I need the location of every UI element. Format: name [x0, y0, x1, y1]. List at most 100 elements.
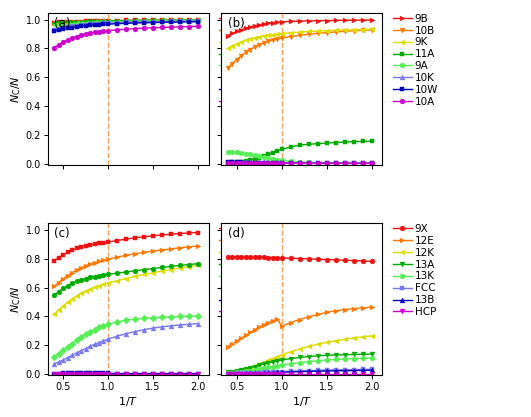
HCP [332, 371, 339, 376]
12B [82, 332, 89, 337]
12A [78, 371, 84, 376]
10A [265, 161, 271, 166]
8B [177, 18, 183, 23]
13B [296, 369, 303, 374]
9A [274, 157, 280, 162]
6A [114, 21, 120, 26]
8K [177, 24, 183, 29]
9B [341, 18, 348, 23]
7K [168, 18, 174, 23]
8A [55, 23, 62, 28]
12B [186, 314, 192, 319]
12E [229, 341, 235, 346]
9B [369, 18, 375, 23]
Line: 11A: 11A [225, 139, 374, 165]
10B [238, 53, 244, 58]
11E [60, 252, 66, 257]
8B [87, 19, 93, 24]
12E [314, 312, 321, 317]
7K [150, 18, 156, 23]
5A [78, 19, 84, 24]
13K [238, 369, 244, 374]
12D [64, 300, 71, 305]
8K [186, 24, 192, 29]
10B [278, 35, 285, 40]
9B [287, 19, 294, 24]
13B [314, 369, 321, 374]
7A [141, 19, 147, 24]
6A [55, 28, 62, 33]
FCC [332, 367, 339, 372]
11A [350, 139, 357, 144]
13A [265, 360, 271, 365]
10A [359, 161, 366, 166]
6Z [51, 21, 57, 26]
11C [177, 245, 183, 250]
11W [168, 323, 174, 328]
11F [150, 266, 156, 271]
13B [369, 368, 375, 373]
9A [350, 161, 357, 166]
FCC [256, 370, 262, 375]
HCP [229, 371, 235, 376]
8K [100, 28, 107, 33]
12B [78, 335, 84, 340]
11E [150, 233, 156, 238]
Line: 7K: 7K [52, 18, 200, 26]
12K [234, 369, 240, 374]
11F [100, 272, 107, 277]
8K [87, 30, 93, 35]
6Z [105, 19, 111, 24]
6Z [69, 20, 75, 25]
11B [132, 371, 138, 376]
13A [229, 369, 235, 374]
Text: (b): (b) [228, 17, 245, 30]
13A [274, 359, 280, 364]
FCC [270, 369, 276, 374]
13K [314, 358, 321, 363]
11C [96, 259, 102, 264]
7K [159, 18, 165, 23]
13K [296, 360, 303, 365]
13A [247, 365, 253, 370]
7A [64, 25, 71, 30]
8K [64, 38, 71, 43]
12E [270, 318, 276, 323]
11W [69, 353, 75, 358]
8B [141, 18, 147, 23]
7K [114, 18, 120, 23]
8B [91, 19, 98, 24]
13A [350, 352, 357, 357]
12B [159, 315, 165, 320]
13K [234, 370, 240, 375]
13K [247, 368, 253, 373]
7K [141, 18, 147, 23]
11B [159, 371, 165, 376]
9A [270, 157, 276, 162]
10B [341, 29, 348, 34]
5A [195, 18, 201, 23]
6A [132, 20, 138, 25]
9B [332, 18, 339, 23]
12B [141, 316, 147, 321]
11A [305, 142, 312, 147]
11B [150, 371, 156, 376]
Line: 12K: 12K [225, 334, 374, 376]
11A [323, 141, 330, 146]
12A [123, 371, 129, 376]
9K [274, 31, 280, 36]
12B [177, 314, 183, 319]
9A [296, 159, 303, 164]
13A [238, 367, 244, 372]
8B [100, 18, 107, 23]
12E [252, 327, 258, 332]
11W [195, 321, 201, 326]
6Z [114, 18, 120, 23]
13K [305, 359, 312, 364]
11A [287, 144, 294, 149]
5A [123, 18, 129, 23]
6A [186, 19, 192, 24]
9K [305, 29, 312, 34]
13K [225, 371, 231, 376]
7K [69, 20, 75, 25]
